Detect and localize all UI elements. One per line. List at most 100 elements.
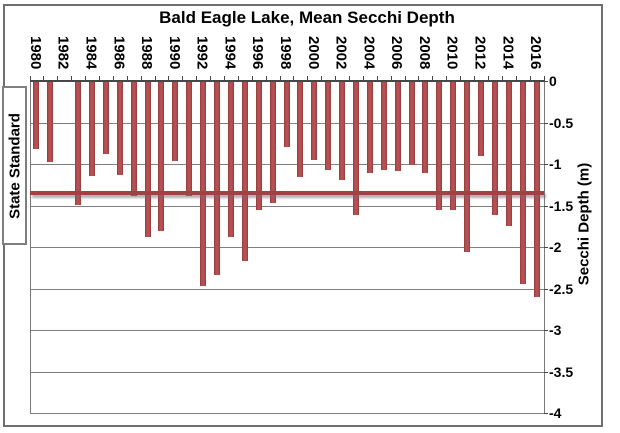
bar-2015 — [519, 82, 526, 284]
x-axis-year-label: 2002 — [332, 36, 350, 70]
bar-1996 — [255, 82, 262, 211]
top-axis-tick — [210, 76, 212, 81]
bar-1985 — [102, 82, 109, 155]
x-axis-year-label: 2010 — [443, 36, 461, 70]
bar-1989 — [158, 82, 165, 232]
bar-2012 — [477, 82, 484, 156]
bar-2007 — [408, 82, 415, 165]
x-axis-year-label: 1990 — [165, 36, 183, 70]
top-axis-tick — [460, 76, 462, 81]
top-axis-tick — [251, 76, 253, 81]
bar-2005 — [380, 82, 387, 170]
bar-1983 — [75, 82, 82, 205]
bar-1986 — [116, 82, 123, 175]
y-axis-tick-label: -0.5 — [549, 114, 574, 131]
right-axis-tick — [543, 205, 548, 207]
bar-2000 — [311, 82, 318, 160]
right-axis-tick — [543, 81, 548, 82]
right-axis-tick — [543, 413, 548, 414]
bar-1987 — [130, 82, 137, 197]
bar-1997 — [269, 82, 276, 203]
gridline — [29, 330, 544, 331]
y-axis-tick-label: -2 — [549, 239, 562, 255]
bar-2013 — [491, 82, 498, 215]
right-axis-tick — [543, 330, 548, 331]
gridline — [29, 247, 544, 248]
gridline — [29, 413, 544, 414]
bar-1994 — [227, 82, 234, 238]
top-axis-tick — [418, 76, 420, 81]
top-axis-tick — [487, 76, 489, 81]
bar-1992 — [200, 82, 207, 286]
gridline — [29, 205, 544, 207]
bar-2016 — [533, 82, 540, 297]
bar-2006 — [394, 82, 401, 172]
x-axis-year-label: 2012 — [471, 36, 489, 70]
y-axis-tick-label: -3 — [549, 322, 562, 338]
right-axis-tick — [543, 122, 548, 124]
top-axis-tick — [223, 76, 225, 81]
x-axis-year-label: 1980 — [26, 36, 44, 70]
x-axis-year-label: 1986 — [110, 36, 128, 70]
top-axis-tick — [474, 76, 476, 81]
x-axis-year-label: 1984 — [82, 36, 100, 70]
bar-1991 — [186, 82, 193, 197]
x-axis-year-label: 1998 — [277, 36, 294, 70]
state-standard-label-box: State Standard — [2, 86, 27, 245]
top-axis-tick — [501, 76, 503, 81]
bar-1990 — [172, 82, 179, 161]
top-axis-tick — [154, 76, 156, 81]
y-axis-tick-label: -3.5 — [549, 363, 574, 380]
top-axis-tick — [404, 76, 406, 81]
gridline — [29, 288, 544, 290]
gridline — [29, 164, 544, 165]
x-axis-year-label: 1982 — [54, 36, 72, 70]
top-axis-tick — [376, 76, 378, 81]
x-axis-year-label: 2000 — [304, 36, 322, 70]
top-axis-tick — [362, 76, 364, 81]
x-axis-year-label: 1992 — [193, 36, 211, 70]
bar-2002 — [339, 82, 346, 180]
bar-2004 — [366, 82, 373, 174]
top-axis-tick — [112, 76, 114, 81]
top-axis-tick — [85, 76, 87, 81]
bar-2003 — [352, 82, 359, 216]
top-axis-tick — [71, 76, 73, 81]
x-axis-year-label: 2016 — [527, 36, 545, 70]
bar-2010 — [450, 82, 457, 210]
top-axis-tick — [237, 76, 239, 81]
x-axis-year-label: 2006 — [388, 36, 406, 70]
bar-2014 — [505, 82, 512, 227]
bar-1981 — [47, 82, 54, 162]
top-axis-line — [29, 80, 545, 82]
top-axis-tick — [446, 76, 448, 81]
bar-1993 — [214, 82, 221, 276]
bar-1995 — [241, 82, 248, 262]
state-standard-label: State Standard — [6, 112, 23, 219]
y-axis-tick-label: 0 — [549, 73, 557, 89]
top-axis-tick — [279, 76, 281, 81]
bar-1988 — [144, 82, 151, 238]
top-axis-tick — [543, 76, 545, 81]
chart-border — [3, 4, 603, 427]
top-axis-tick — [349, 76, 350, 81]
right-axis-tick — [543, 247, 548, 248]
x-axis-year-label: 1994 — [221, 36, 239, 70]
top-axis-tick — [140, 76, 142, 81]
top-axis-tick — [307, 76, 309, 81]
top-axis-tick — [196, 76, 198, 81]
y-axis-tick-label: -1 — [549, 156, 562, 172]
left-axis-line — [29, 81, 31, 413]
x-axis-year-label: 2014 — [499, 36, 517, 70]
y-axis-tick-label: -4 — [549, 405, 562, 421]
bar-2009 — [436, 82, 443, 210]
bar-1998 — [283, 82, 290, 148]
top-axis-tick — [529, 76, 531, 81]
bar-2001 — [325, 82, 332, 170]
y-axis-tick-label: -1.5 — [549, 197, 574, 214]
top-axis-tick — [265, 76, 267, 81]
bar-1980 — [33, 82, 40, 150]
top-axis-tick — [98, 76, 100, 81]
right-axis-tick — [543, 164, 548, 165]
